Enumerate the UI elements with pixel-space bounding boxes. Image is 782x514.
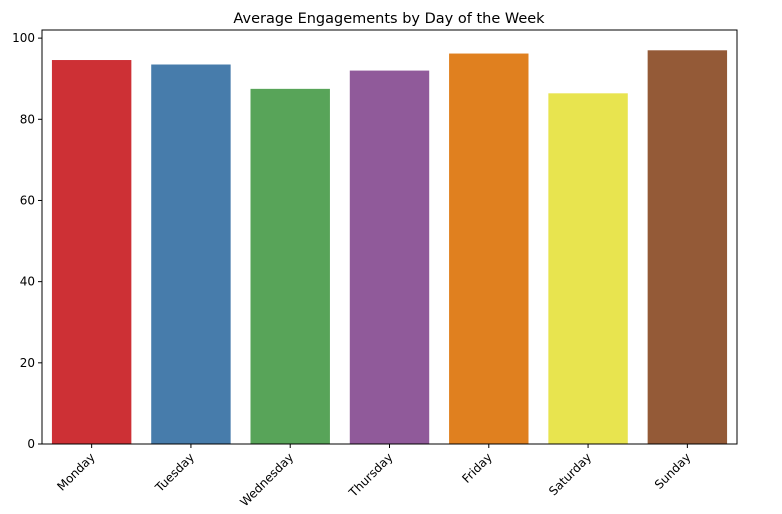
x-tick-label-wednesday: Wednesday xyxy=(237,450,296,509)
x-tick-label-friday: Friday xyxy=(459,450,495,486)
y-tick-label-0: 0 xyxy=(27,437,35,451)
bar-wednesday xyxy=(250,88,330,445)
bar-monday xyxy=(51,60,132,445)
y-tick-label-100: 100 xyxy=(12,31,35,45)
x-tick-label-thursday: Thursday xyxy=(346,450,396,500)
bar-tuesday xyxy=(151,64,231,444)
x-tick-label-tuesday: Tuesday xyxy=(152,450,197,495)
y-tick-label-20: 20 xyxy=(20,356,35,370)
x-tick-label-sunday: Sunday xyxy=(652,450,694,492)
x-axis: Monday Tuesday Wednesday Thursday Friday Satu… xyxy=(54,444,693,509)
chart-title: Average Engagements by Day of the Week xyxy=(233,11,545,27)
bar-friday xyxy=(449,53,529,445)
bars-layer xyxy=(51,50,728,445)
y-tick-label-40: 40 xyxy=(20,275,35,289)
y-axis: 0 20 40 60 80 100 xyxy=(12,31,42,451)
plot-frame xyxy=(41,29,738,445)
bar-saturday xyxy=(548,93,628,444)
y-tick-label-60: 60 xyxy=(20,193,35,207)
y-tick-label-80: 80 xyxy=(20,112,35,126)
x-tick-label-monday: Monday xyxy=(54,450,97,493)
bar-sunday xyxy=(647,50,728,444)
bar-thursday xyxy=(349,70,430,445)
x-tick-label-saturday: Saturday xyxy=(546,450,594,498)
